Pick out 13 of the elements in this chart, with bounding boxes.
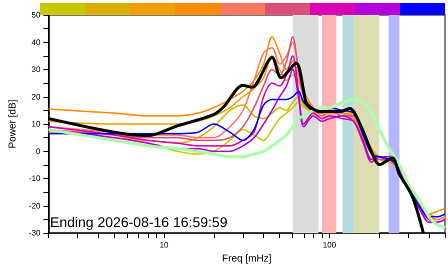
annotation: Ending 2026-08-16 16:59:59 <box>50 214 228 230</box>
y-tick-label: -10 <box>28 174 42 184</box>
y-tick-label: 40 <box>32 38 42 47</box>
y-tick-label: -20 <box>28 201 42 210</box>
x-tick-label: 100 <box>322 240 337 250</box>
y-tick-label: 0 <box>36 146 42 156</box>
y-tick-label: 50 <box>32 10 42 20</box>
y-tick-label: 20 <box>32 92 42 102</box>
x-axis-title: Freq [mHz] <box>222 254 272 264</box>
y-tick-label: 10 <box>32 120 42 129</box>
y-axis-title: Power [dB] <box>8 99 18 149</box>
y-tick-label: 30 <box>32 65 42 74</box>
y-tick-label: -30 <box>28 228 42 238</box>
